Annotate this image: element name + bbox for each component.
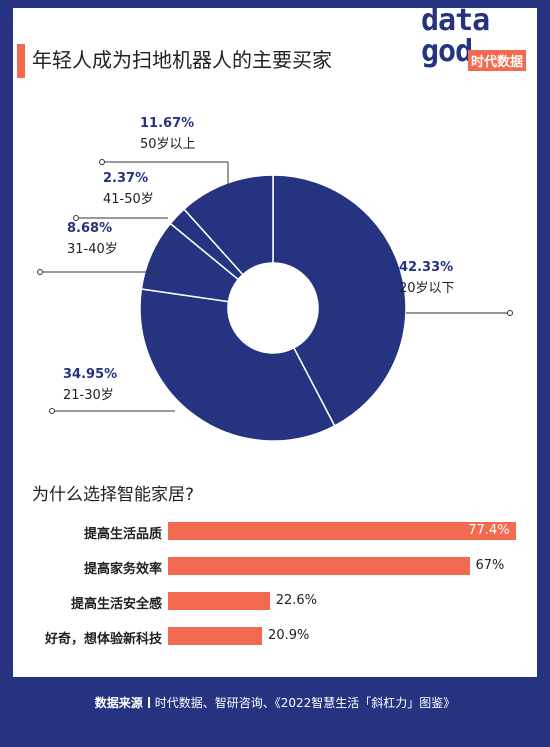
top-frame — [0, 0, 550, 8]
bar-chart-title: 为什么选择智能家居? — [32, 485, 195, 505]
brand-logo: data god 时代数据 — [421, 6, 539, 78]
bar-value-1: 77.4% — [468, 523, 510, 538]
donut-slice-21-30 — [139, 288, 336, 442]
age-donut-chart: 42.33% 20岁以下 34.95% 21-30岁 8.68% 31-40岁 2.37% 4… — [37, 116, 513, 442]
logo-badge: 时代数据 — [468, 50, 527, 71]
donut-slices — [139, 174, 407, 442]
bar-category-2: 提高家务效率 — [83, 562, 162, 577]
page-title: 年轻人成为扫地机器人的主要买家 — [32, 48, 332, 72]
bar-category-4: 好奇，想体验新科技 — [44, 632, 162, 647]
leader-dot-under-20 — [507, 310, 513, 316]
right-frame — [537, 0, 550, 747]
leader-dot-over-50 — [99, 159, 105, 165]
donut-labels: 42.33% 20岁以下 34.95% 21-30岁 8.68% 31-40岁 2.37% 4… — [63, 116, 455, 403]
bar-value-2: 67% — [475, 558, 505, 573]
leader-dot-21-30 — [49, 408, 55, 414]
bar-category-3: 提高生活安全感 — [70, 597, 162, 612]
source-label: 数据来源 — [94, 696, 143, 710]
leader-dot-41-50 — [73, 215, 79, 221]
source-text: 时代数据、智研咨询、《2022智慧生活「斜杠力」图鉴》 — [154, 696, 456, 710]
bar-4 — [168, 627, 263, 645]
donut-leaders — [37, 159, 513, 414]
bar-value-3: 22.6% — [275, 593, 317, 608]
donut-slice-under-20 — [272, 174, 407, 427]
source-separator — [147, 697, 150, 708]
bar-1 — [168, 522, 517, 540]
slice-category-31-40: 31-40岁 — [67, 242, 118, 257]
logo-word-bottom: god — [421, 34, 473, 69]
slice-category-under-20: 20岁以下 — [399, 281, 455, 296]
bar-2 — [168, 557, 470, 575]
bar-value-4: 20.9% — [268, 628, 310, 643]
slice-percent-31-40: 8.68% — [67, 221, 112, 236]
bar-3 — [168, 592, 270, 610]
slice-category-21-30: 21-30岁 — [63, 388, 114, 403]
footer-band — [0, 677, 550, 747]
slice-percent-over-50: 11.67% — [140, 116, 194, 131]
slice-category-over-50: 50岁以上 — [140, 137, 196, 152]
bar-category-1: 提高生活品质 — [83, 527, 162, 542]
slice-percent-21-30: 34.95% — [63, 367, 117, 382]
donut-slice-over-50 — [182, 174, 274, 276]
title-accent-bar — [17, 44, 25, 78]
slice-percent-41-50: 2.37% — [103, 171, 148, 186]
left-frame — [0, 0, 13, 747]
footer-source: 数据来源 时代数据、智研咨询、《2022智慧生活「斜杠力」图鉴》 — [0, 694, 550, 711]
slice-percent-under-20: 42.33% — [399, 260, 453, 275]
logo-word-top: data — [421, 3, 490, 38]
slice-category-41-50: 41-50岁 — [103, 192, 154, 207]
leader-dot-31-40 — [37, 269, 43, 275]
